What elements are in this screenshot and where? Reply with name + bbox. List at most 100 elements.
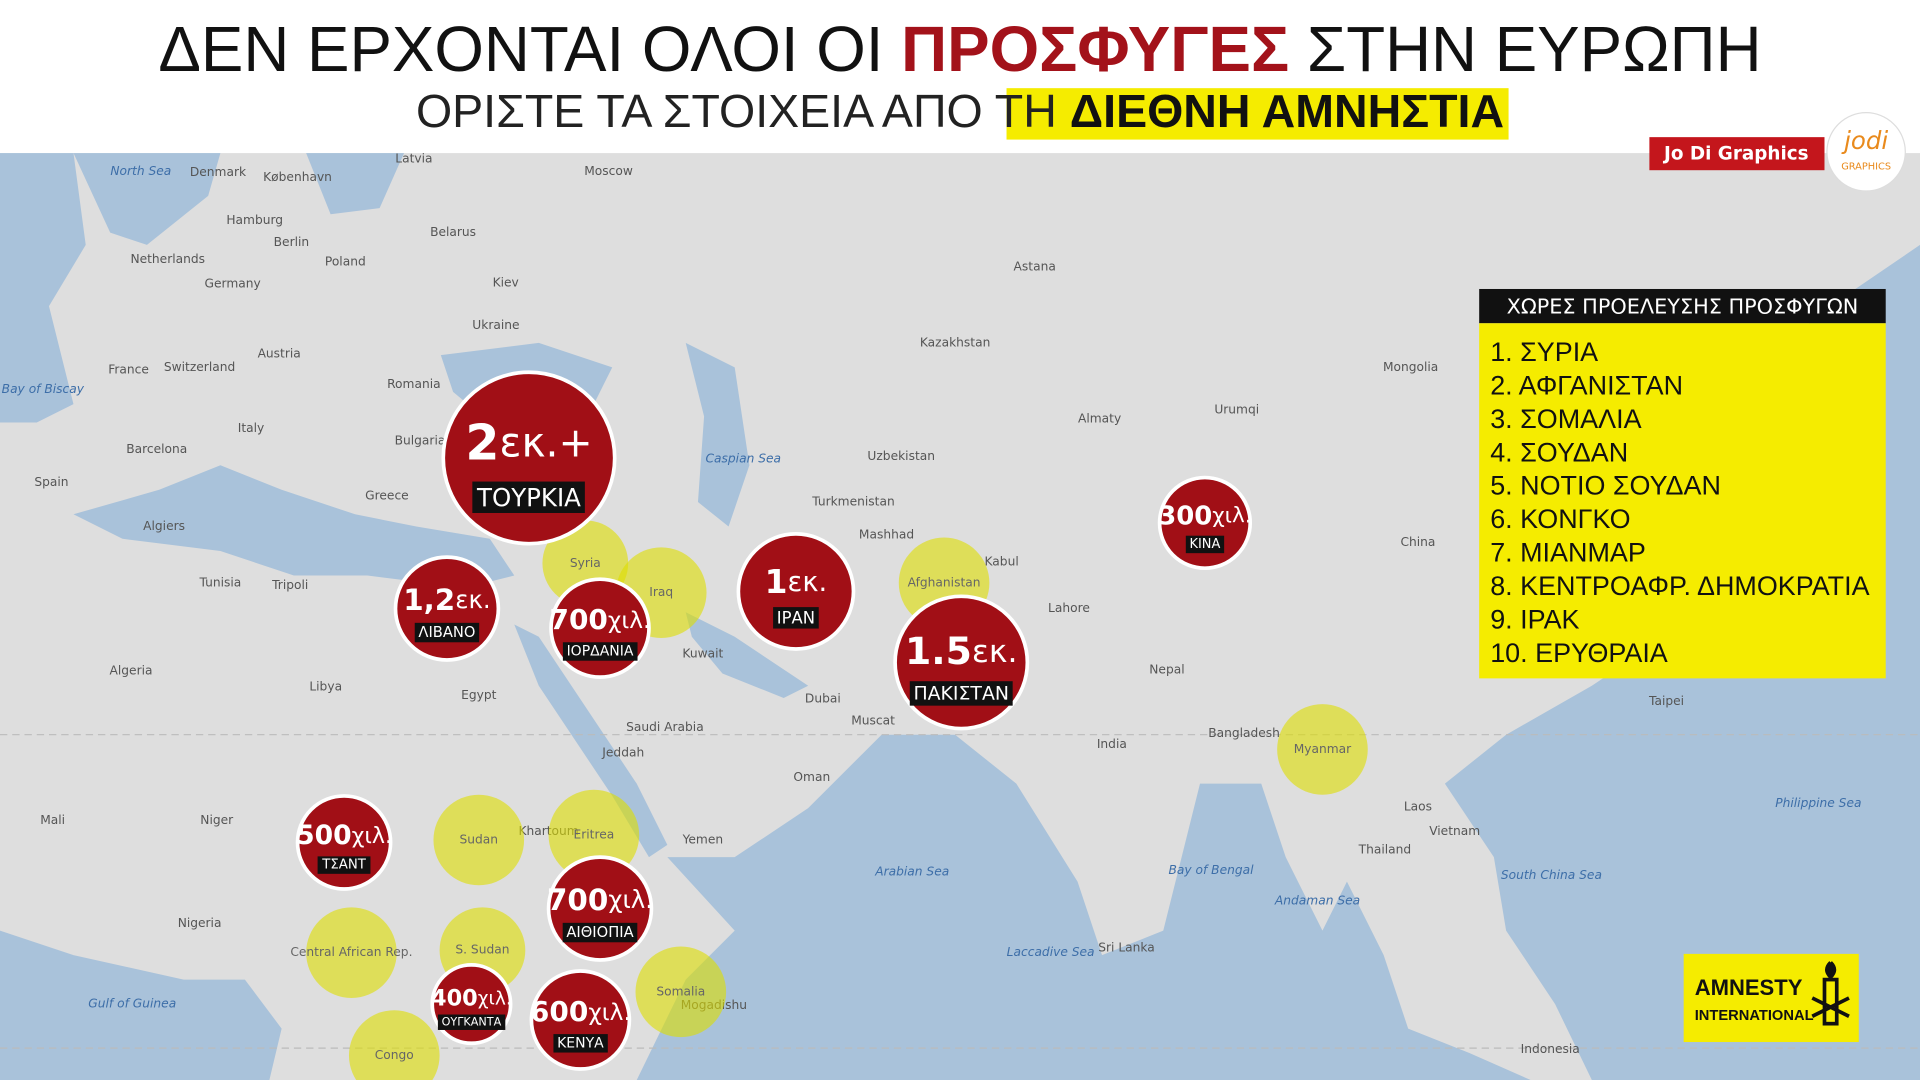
amnesty-text: INTERNATIONAL <box>1695 1008 1814 1024</box>
land-label: Algeria <box>110 664 153 678</box>
bubble-value: 400χιλ. <box>431 985 512 1011</box>
legend-item: 4. ΣΟΥΔΑΝ <box>1490 437 1628 467</box>
bubble-country-bg <box>317 856 371 874</box>
legend-box <box>1479 323 1886 679</box>
legend-title: ΧΩΡΕΣ ΠΡΟΕΛΕΥΣΗΣ ΠΡΟΣΦΥΓΩΝ <box>1507 294 1859 318</box>
title-part: ΔΕΝ ΕΡΧΟΝΤΑΙ ΟΛΟΙ ΟΙ <box>158 14 901 85</box>
origin-label: Central African Rep. <box>290 945 412 959</box>
bubble-country: ΚΕΝΥΑ <box>557 1035 604 1051</box>
subtitle-part: ΟΡΙΣΤΕ ΤΑ ΣΤΟΙΧΕΙΑ ΑΠΟ ΤΗ <box>416 85 1070 137</box>
sea-label: Bay of Biscay <box>2 382 85 396</box>
bubble-number: 1.5 <box>905 629 972 673</box>
land-label: Latvia <box>395 152 432 166</box>
land-label: København <box>263 170 332 184</box>
land-label: Nepal <box>1149 662 1184 676</box>
subtitle: ΟΡΙΣΤΕ ΤΑ ΣΤΟΙΧΕΙΑ ΑΠΟ ΤΗ ΔΙΕΘΝΗ ΑΜΝΗΣΤΙ… <box>416 85 1504 137</box>
land-label: India <box>1097 737 1127 751</box>
land-label: Bulgaria <box>395 433 446 447</box>
land-label: Almaty <box>1078 411 1121 425</box>
land-label: Spain <box>34 475 68 489</box>
bubble-number: 700 <box>547 883 608 917</box>
land-label: Algiers <box>143 519 185 533</box>
bubble-country: ΟΥΓΚΑΝΤΑ <box>442 1016 502 1029</box>
land-label: Astana <box>1014 259 1056 273</box>
land-label: Berlin <box>274 235 310 249</box>
land-label: Oman <box>793 770 830 784</box>
land-label: Hamburg <box>226 213 283 227</box>
land-label: Turkmenistan <box>811 495 895 509</box>
bubble-unit: εκ. <box>788 567 828 598</box>
land-label: Muscat <box>851 714 895 728</box>
land-label: Dubai <box>805 692 841 706</box>
legend-item: 3. ΣΟΜΑΛΙΑ <box>1490 404 1641 434</box>
origin-label: Syria <box>570 556 601 570</box>
bubble-value: 1,2εκ. <box>403 583 490 617</box>
land-label: Thailand <box>1358 842 1412 856</box>
legend-item: 8. ΚΕΝΤΡΟΑΦΡ. ΔΗΜΟΚΡΑΤΙΑ <box>1490 571 1869 601</box>
land-label: Denmark <box>190 165 247 179</box>
legend-item: 7. ΜΙΑΝΜΑΡ <box>1490 538 1646 568</box>
bubble-number: 500 <box>296 819 351 850</box>
land-label: Ukraine <box>472 318 519 332</box>
brand: Jo Di Graphics <box>1662 143 1809 164</box>
bubble-number: 1,2 <box>403 583 455 617</box>
bubble-value: 2εκ.+ <box>465 414 592 471</box>
origin-circle <box>433 794 525 886</box>
sea-label: North Sea <box>110 164 171 178</box>
origin-label: Eritrea <box>574 828 615 842</box>
bubble-country-bg <box>773 607 819 629</box>
bubble-unit: χιλ. <box>478 988 512 1009</box>
bubble-country-bg <box>472 481 585 513</box>
legend-item: 2. ΑΦΓΑΝΙΣΤΑΝ <box>1490 370 1683 400</box>
land-label: Laos <box>1404 799 1432 813</box>
land-label: Kuwait <box>682 646 723 660</box>
land-label: China <box>1400 535 1435 549</box>
origin-label: Afghanistan <box>908 575 981 589</box>
subtitle-highlight-bg <box>1006 88 1509 140</box>
sea-label: Caspian Sea <box>706 452 782 466</box>
land-label: Poland <box>325 255 366 269</box>
land-label: Indonesia <box>1521 1042 1580 1056</box>
land-label: Urumqi <box>1214 403 1259 417</box>
bubble-country: ΠΑΚΙΣΤΑΝ <box>913 682 1009 704</box>
bubble-country: ΙΟΡΔΑΝΙΑ <box>567 643 634 659</box>
bubble <box>1157 475 1253 570</box>
bubble-country-bg <box>437 1014 506 1030</box>
land-label: Saudi Arabia <box>626 720 704 734</box>
bubble-country: ΑΙΘΙΟΠΙΑ <box>566 924 633 941</box>
bubble-country-bg <box>1185 535 1225 554</box>
origin-circle <box>548 789 640 881</box>
land-label: Netherlands <box>130 252 205 266</box>
land-label: Mashhad <box>859 528 914 542</box>
land-label: Vietnam <box>1429 824 1480 838</box>
land-label: Jeddah <box>601 746 644 760</box>
bubble-value: 700χιλ. <box>550 603 651 636</box>
bubble-country: ΤΣΑΝΤ <box>321 858 367 873</box>
bubble-country-bg <box>414 622 480 643</box>
logo <box>1826 112 1906 192</box>
legend-item: 1. ΣΥΡΙΑ <box>1490 337 1598 367</box>
origin-label: Myanmar <box>1294 742 1352 756</box>
bubble-number: 300 <box>1158 501 1212 531</box>
legend-item: 9. ΙΡΑΚ <box>1490 604 1579 634</box>
sea-label: Gulf of Guinea <box>88 997 176 1011</box>
origin-circle <box>1277 704 1368 795</box>
sea-label: Philippine Sea <box>1775 796 1861 810</box>
bubble-country: ΙΡΑΝ <box>777 608 815 627</box>
bubble-value: 700χιλ. <box>547 883 653 917</box>
land-label: Moscow <box>584 164 633 178</box>
land-label: Nigeria <box>178 916 222 930</box>
bubble-country-bg <box>909 681 1013 706</box>
land-label: Kiev <box>493 275 519 289</box>
subtitle-highlight: ΔΙΕΘΝΗ ΑΜΝΗΣΤΙΑ <box>1070 85 1504 137</box>
candle-icon <box>1811 961 1850 1026</box>
origin-label: Somalia <box>656 984 705 998</box>
land-label: Sri Lanka <box>1098 940 1155 954</box>
bubble-number: 2 <box>465 414 499 471</box>
land-label: Mongolia <box>1383 360 1438 374</box>
bubble-unit: χιλ. <box>588 999 631 1026</box>
land-label: Switzerland <box>164 360 235 374</box>
logo-text: jodi <box>1841 126 1888 155</box>
